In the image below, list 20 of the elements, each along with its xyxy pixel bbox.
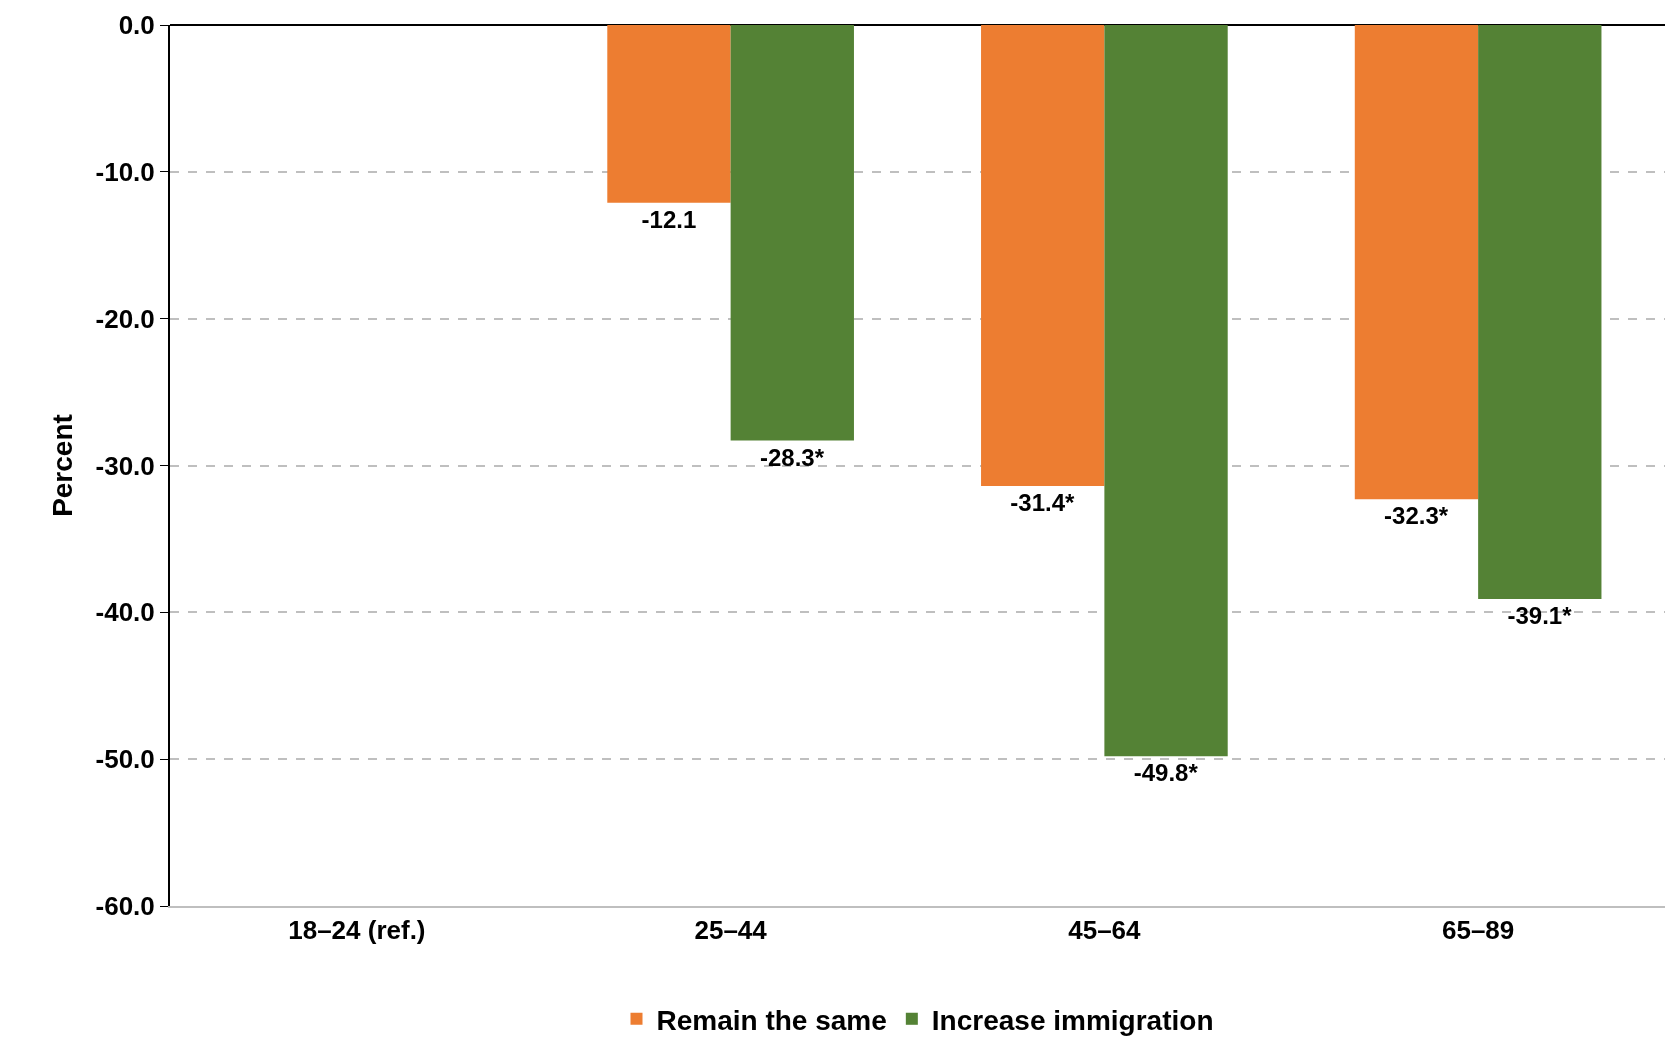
legend-label: Remain the same xyxy=(656,1004,887,1036)
data-label: -39.1* xyxy=(1507,602,1573,630)
y-tick-label: -60.0 xyxy=(95,891,155,922)
data-label: -31.4* xyxy=(1010,489,1076,517)
data-label: -28.3* xyxy=(759,443,825,471)
data-label: -12.1 xyxy=(641,205,697,233)
y-tick-label: -20.0 xyxy=(95,303,155,334)
x-tick-label: 18–24 (ref.) xyxy=(288,915,426,946)
x-tick-label: 65–89 xyxy=(1441,915,1515,946)
legend-label: Increase immigration xyxy=(931,1004,1214,1036)
x-tick-label: 25–44 xyxy=(694,915,768,946)
data-label: -49.8* xyxy=(1133,759,1199,787)
y-tick-label: -50.0 xyxy=(95,744,155,775)
data-label: -32.3* xyxy=(1384,502,1449,530)
y-tick-label: 0.0 xyxy=(118,10,155,41)
x-tick-label: 45–64 xyxy=(1068,915,1142,946)
y-axis-title: Percent xyxy=(46,414,78,517)
y-tick-label: -40.0 xyxy=(95,597,155,628)
y-tick-label: -30.0 xyxy=(95,450,155,481)
y-tick-label: -10.0 xyxy=(95,156,155,187)
